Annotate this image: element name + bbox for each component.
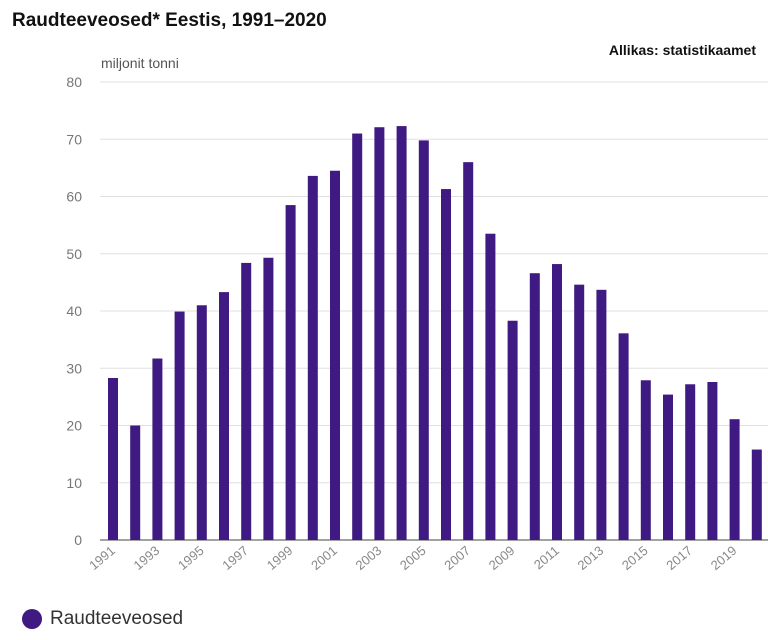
bar-2010 [529, 273, 540, 540]
x-tick-label: 1991 [86, 543, 118, 573]
bar-2003 [374, 127, 385, 540]
bar-2015 [640, 380, 651, 540]
bar-1998 [263, 257, 274, 540]
y-tick-label: 40 [66, 303, 82, 319]
y-axis-label: miljonit tonni [101, 55, 179, 71]
y-tick-label: 0 [74, 532, 82, 548]
legend-label: Raudteeveosed [50, 608, 184, 629]
legend-swatch [22, 609, 42, 629]
x-tick-label: 2001 [308, 543, 340, 573]
x-tick-label: 1999 [264, 543, 296, 573]
bar-1995 [196, 305, 207, 540]
y-tick-label: 30 [66, 360, 82, 376]
bar-1999 [285, 205, 296, 540]
x-tick-label: 1995 [175, 543, 207, 573]
bar-1993 [152, 358, 163, 540]
bar-2000 [307, 175, 318, 540]
bar-2018 [707, 381, 718, 540]
bar-2006 [441, 189, 451, 540]
bar-1992 [130, 425, 141, 540]
bar-2013 [596, 289, 607, 540]
y-tick-label: 20 [66, 418, 82, 434]
bar-2020 [751, 449, 762, 540]
bar-1994 [174, 311, 185, 540]
y-tick-label: 10 [66, 475, 82, 491]
bar-2009 [507, 320, 518, 540]
bar-2017 [685, 384, 696, 540]
bar-2014 [618, 333, 629, 540]
bar-2004 [396, 126, 407, 541]
legend: Raudteeveosed [22, 608, 183, 630]
x-tick-label: 2015 [619, 543, 651, 573]
bar-1996 [219, 292, 229, 540]
x-tick-label: 2017 [663, 543, 695, 573]
bar-2007 [463, 162, 474, 540]
bar-2002 [352, 133, 363, 540]
x-tick-label: 2011 [531, 543, 562, 572]
grid-lines [100, 81, 768, 541]
y-tick-label: 50 [66, 246, 82, 262]
bar-2012 [574, 284, 585, 540]
y-axis-ticks: 0 10 20 30 40 50 60 70 80 [66, 74, 82, 548]
bar-2001 [330, 170, 340, 541]
x-tick-label: 2005 [397, 543, 429, 573]
x-tick-label: 2019 [708, 543, 740, 573]
x-tick-label: 2013 [575, 543, 607, 573]
y-tick-label: 70 [66, 131, 82, 147]
bar-2016 [663, 394, 673, 540]
chart-title: Raudteeveosed* Eestis, 1991–2020 [12, 10, 327, 31]
bar-1991 [108, 377, 118, 540]
x-tick-label: 1997 [219, 543, 251, 573]
source-label: Allikas: statistikaamet [608, 42, 756, 58]
x-tick-label: 1993 [131, 543, 163, 573]
x-tick-label: 2009 [486, 543, 518, 573]
y-tick-label: 60 [66, 189, 82, 205]
x-tick-label: 2003 [353, 543, 385, 573]
bar-2005 [418, 140, 429, 540]
x-axis-ticks: 1991 1993 1995 1997 1999 2001 2003 2005 2007 2009… [86, 543, 739, 573]
bar-2008 [485, 233, 496, 540]
bars [108, 126, 762, 541]
bar-1997 [241, 262, 252, 540]
bar-2011 [552, 264, 562, 540]
y-tick-label: 80 [66, 74, 82, 90]
bar-2019 [729, 419, 740, 540]
x-tick-label: 2007 [441, 543, 473, 573]
